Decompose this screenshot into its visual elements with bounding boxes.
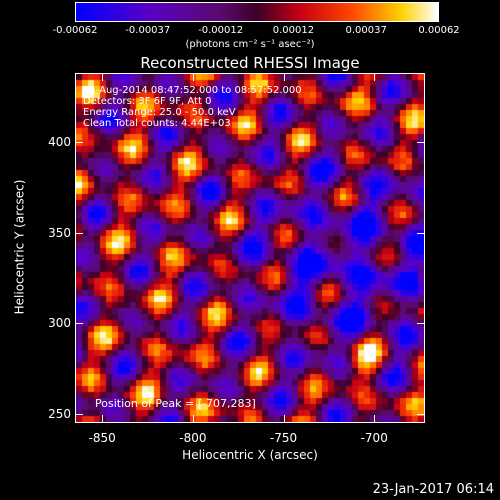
x-tick-mark [374, 73, 376, 81]
x-tick-label: -800 [179, 431, 207, 445]
x-tick-label: -700 [360, 431, 388, 445]
y-tick-label: 400 [48, 134, 71, 149]
x-tick-mark [374, 415, 376, 423]
y-tick-mark [417, 323, 425, 325]
colorbar-tick-label: 0.00037 [345, 25, 387, 36]
x-tick-label: -850 [88, 431, 116, 445]
y-tick-mark [417, 232, 425, 234]
colorbar [75, 2, 439, 22]
plot-title: Reconstructed RHESSI Image [140, 54, 360, 72]
plot-area [75, 73, 425, 423]
colorbar-tick-label: -0.00037 [125, 25, 171, 36]
peak-position-label: Position of Peak = [-707,283] [95, 397, 256, 410]
x-tick-mark [283, 415, 285, 423]
y-tick-mark [75, 323, 83, 325]
y-tick-label: 250 [48, 406, 71, 421]
y-tick-mark [75, 141, 83, 143]
x-tick-mark [192, 415, 194, 423]
x-tick-mark [192, 73, 194, 81]
colorbar-tick-label: -0.00062 [52, 25, 98, 36]
info-time-range: 25-Aug-2014 08:47:52.000 to 08:57:52.000 [83, 85, 302, 96]
x-tick-mark [102, 73, 104, 81]
y-tick-mark [417, 141, 425, 143]
x-tick-label: -750 [269, 431, 298, 445]
colorbar-tick-label: 0.00062 [418, 25, 460, 36]
y-tick-mark [75, 232, 83, 234]
y-tick-mark [417, 413, 425, 415]
y-tick-label: 350 [48, 225, 71, 240]
plot-timestamp: 23-Jan-2017 06:14 [372, 482, 494, 497]
info-detectors: Detectors: 3F 6F 9F, Att 0 [83, 96, 212, 107]
x-axis-label: Heliocentric X (arcsec) [182, 448, 318, 462]
colorbar-units-label: (photons cm⁻² s⁻¹ asec⁻²) [185, 39, 315, 50]
info-energy-range: Energy Range: 25.0 - 50.0 keV [83, 107, 236, 118]
y-axis-label: Heliocentric Y (arcsec) [12, 179, 27, 315]
y-tick-mark [75, 413, 83, 415]
colorbar-tick-label: -0.00012 [198, 25, 244, 36]
colorbar-tick-label: 0.00012 [272, 25, 315, 36]
y-tick-label: 300 [48, 316, 71, 331]
x-tick-mark [102, 415, 104, 423]
info-total-counts: Clean Total counts: 4.44E+03 [83, 118, 231, 129]
x-tick-mark [283, 73, 285, 81]
heatmap-image [76, 74, 424, 422]
